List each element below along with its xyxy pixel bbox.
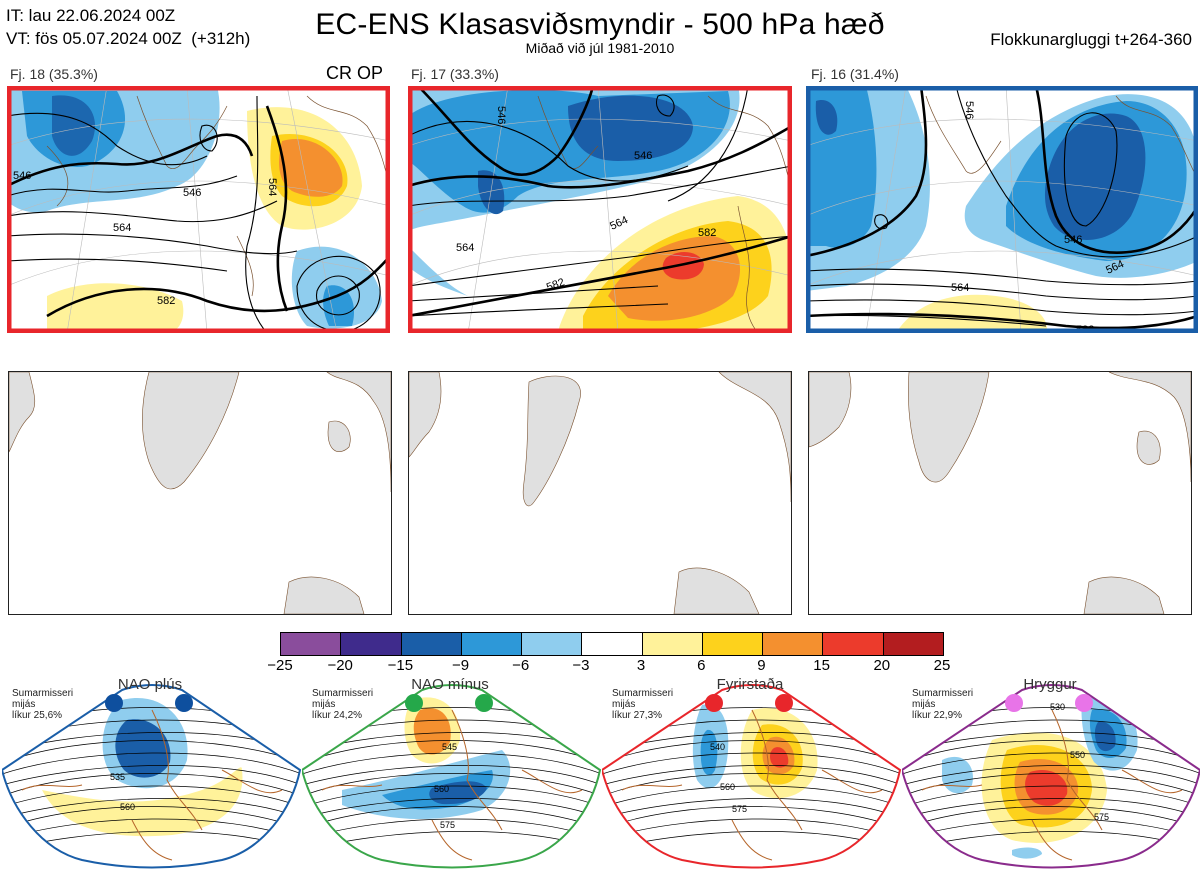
- contour-label: 564: [456, 242, 474, 254]
- regime-marker: [175, 694, 193, 712]
- colorbar-swatch: [341, 633, 402, 655]
- regime-marker: [775, 694, 793, 712]
- colorbar-swatch: [281, 633, 342, 655]
- colorbar-tick-label: 15: [813, 657, 830, 674]
- header-info: IT: lau 22.06.2024 00Z VT: fös 05.07.202…: [6, 4, 250, 50]
- page-title: EC-ENS Klasasviðsmyndir - 500 hPa hæð: [315, 8, 885, 41]
- contour-label: 582: [545, 276, 566, 294]
- regime-contour-label: 575: [732, 804, 747, 814]
- cluster-frame-1: [7, 86, 390, 333]
- regime-marker: [1075, 694, 1093, 712]
- cluster-map-1: 546 546 564 564 582: [7, 86, 390, 333]
- regime-contour-label: 575: [1094, 812, 1109, 822]
- regime-panel: 545 560 575 NAO mínus Sumarmisseri mijás líkur…: [300, 670, 602, 870]
- colorbar-swatch: [582, 633, 643, 655]
- colorbar-swatch: [522, 633, 583, 655]
- colorbar-swatch: [461, 633, 523, 655]
- regime-contour-label: 550: [1070, 750, 1085, 760]
- cluster-tag: CR OP: [326, 63, 384, 83]
- regime-title: Fyrirstaða: [716, 676, 784, 693]
- regime-title: NAO plús: [117, 676, 183, 693]
- cluster-label-2: Fj. 17 (33.3%): [411, 66, 499, 82]
- colorbar-swatch: [702, 633, 764, 655]
- regime-note: Sumarmisseri mijás líkur 27,3%: [612, 688, 674, 721]
- regime-title: NAO mínus: [411, 676, 489, 693]
- cluster-label-3: Fj. 16 (31.4%): [811, 66, 899, 82]
- contour-label: 546: [495, 106, 507, 124]
- contour-label: 546: [963, 101, 975, 119]
- regime-panel: 535 560 NAO plús Sumarmisseri mijás líkur 25,…: [0, 670, 302, 870]
- cluster-frame-3: [806, 86, 1198, 333]
- empty-map-1: [8, 371, 392, 615]
- colorbar-swatch: [763, 633, 824, 655]
- contour-label: 582: [698, 227, 716, 239]
- empty-map-3: [808, 371, 1192, 615]
- colorbar-tick-label: 9: [757, 657, 766, 674]
- regime-panel: 540 560 575 Fyrirstaða Sumarmisseri mijás líku…: [600, 670, 902, 870]
- regime-marker: [475, 694, 493, 712]
- contour-label: 564: [113, 222, 131, 234]
- colorbar-tick-label: −9: [451, 657, 470, 674]
- colorbar-tick-label: −15: [387, 657, 414, 674]
- colorbar-tick-label: −3: [572, 657, 590, 674]
- regime-contour-label: 560: [434, 784, 449, 794]
- colorbar-tick-label: 20: [873, 657, 891, 674]
- colorbar-tick-label: 6: [697, 657, 706, 674]
- page-subtitle: Miðað við júl 1981-2010: [525, 40, 675, 56]
- colorbar-tick-label: −25: [267, 657, 293, 674]
- regime-marker: [1005, 694, 1023, 712]
- regime-contour-label: 575: [440, 820, 455, 830]
- colorbar-tick-label: 25: [933, 657, 951, 674]
- contour-label: 546: [1064, 234, 1082, 246]
- cluster-map-2: 546 546 564 564 582 582: [408, 86, 792, 333]
- contour-label: 582: [157, 295, 175, 307]
- regime-contour-label: 560: [120, 802, 135, 812]
- colorbar-swatch: [883, 633, 943, 655]
- colorbar-tick-label: −20: [327, 657, 353, 674]
- cluster-map-3: 546 546 564 564 582: [806, 86, 1198, 333]
- colorbar-tick-label: 3: [636, 657, 646, 674]
- regime-title: Hryggur: [1023, 676, 1077, 693]
- init-time: IT: lau 22.06.2024 00Z: [6, 6, 176, 25]
- regime-marker: [105, 694, 123, 712]
- regime-contour-label: 560: [720, 782, 735, 792]
- regime-marker: [705, 694, 723, 712]
- contour-label: 546: [13, 170, 31, 182]
- regime-panel: 530 550 575 Hryggur Sumarmisseri mijás líkur 2…: [900, 670, 1200, 870]
- colorbar-swatch: [401, 633, 462, 655]
- cluster-frame-2: [408, 86, 792, 333]
- regime-marker: [405, 694, 423, 712]
- regime-contour-label: 545: [442, 742, 457, 752]
- regime-note: Sumarmisseri mijás líkur 22,9%: [912, 688, 974, 721]
- empty-map-2: [408, 371, 792, 615]
- colorbar-swatch: [823, 633, 884, 655]
- cluster-window: Flokkunargluggi t+264-360: [990, 30, 1192, 49]
- cluster-label-1: Fj. 18 (35.3%): [10, 66, 98, 82]
- contour-label: 564: [266, 178, 278, 196]
- valid-time: VT: fös 05.07.2024 00Z (+312h): [6, 29, 251, 48]
- colorbar: [280, 632, 944, 656]
- regime-note: Sumarmisseri mijás líkur 24,2%: [312, 688, 374, 721]
- regime-contour-label: 530: [1050, 702, 1065, 712]
- colorbar-tick-label: −6: [512, 657, 530, 674]
- contour-label: 564: [951, 282, 969, 294]
- regime-contour-label: 540: [710, 742, 725, 752]
- regime-contour-label: 535: [110, 772, 125, 782]
- regime-note: Sumarmisseri mijás líkur 25,6%: [12, 688, 74, 721]
- colorbar-swatch: [642, 633, 703, 655]
- contour-label: 546: [634, 150, 652, 162]
- contour-label: 546: [183, 187, 201, 199]
